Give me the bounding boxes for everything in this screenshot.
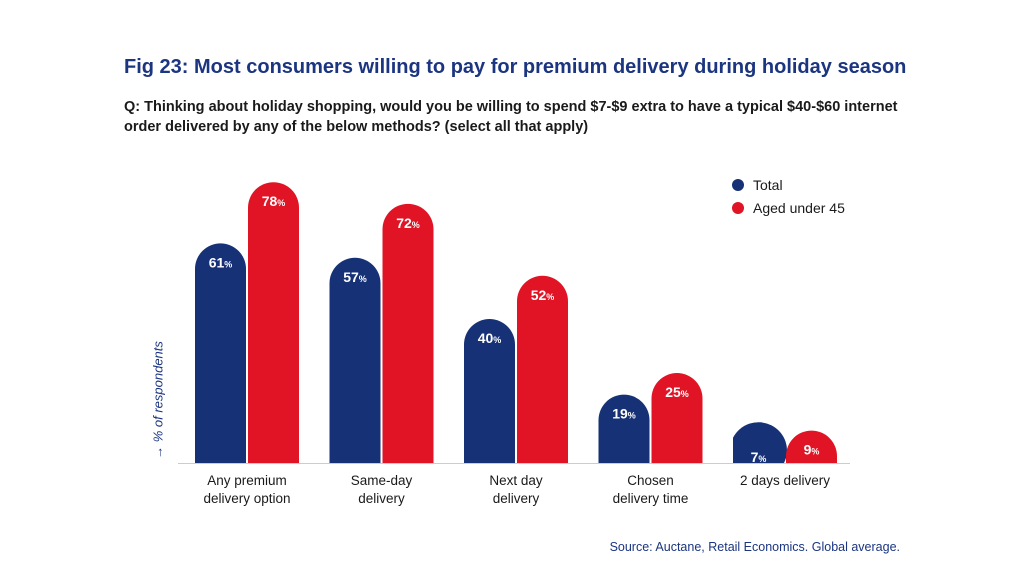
bar-aged-under-45-any-premium-delivery-option — [248, 182, 299, 463]
bar-total-same-day-delivery — [329, 257, 381, 463]
value-label-total-same-day-delivery: 57% — [343, 269, 367, 285]
category-label-next-day-delivery: Next day delivery — [489, 473, 543, 506]
legend-label-total: Total — [753, 176, 783, 193]
value-label-aged-under-45-any-premium-delivery-option: 78% — [262, 193, 286, 209]
legend-item-total: Total — [732, 173, 845, 196]
bar-aged-under-45-same-day-delivery — [382, 203, 434, 464]
value-label-aged-under-45-2-days-delivery: 9% — [804, 442, 820, 458]
bar-aged-under-45-next-day-delivery — [517, 275, 568, 463]
category-label-same-day-delivery: Same-day delivery — [351, 473, 413, 506]
chart-title: Fig 23: Most consumers willing to pay fo… — [124, 56, 907, 78]
bar-total-chosen-delivery-time — [598, 394, 650, 463]
value-label-total-chosen-delivery-time: 19% — [612, 406, 636, 422]
legend-dot-aged-under-45 — [732, 201, 744, 214]
bar-aged-under-45-chosen-delivery-time — [651, 373, 703, 463]
category-label-2-days-delivery: 2 days delivery — [740, 473, 830, 488]
value-label-total-any-premium-delivery-option: 61% — [209, 254, 233, 270]
category-label-any-premium-delivery-option: Any premium delivery option — [203, 473, 290, 506]
bar-total-any-premium-delivery-option — [195, 243, 246, 463]
value-label-aged-under-45-next-day-delivery: 52% — [531, 287, 555, 303]
legend-item-aged-under-45: Aged under 45 — [732, 196, 845, 219]
legend: Total Aged under 45 — [732, 173, 845, 219]
value-label-aged-under-45-same-day-delivery: 72% — [396, 215, 420, 231]
legend-label-aged-under-45: Aged under 45 — [753, 199, 845, 216]
value-label-total-2-days-delivery: 7% — [751, 449, 767, 465]
bar-total-next-day-delivery — [464, 319, 515, 463]
chart-question: Q: Thinking about holiday shopping, woul… — [124, 99, 898, 135]
bar-aged-under-45-2-days-delivery — [786, 430, 837, 463]
value-label-total-next-day-delivery: 40% — [478, 330, 502, 346]
category-label-chosen-delivery-time: Chosen delivery time — [613, 473, 689, 506]
value-label-aged-under-45-chosen-delivery-time: 25% — [665, 384, 689, 400]
legend-dot-total — [732, 178, 744, 191]
bar-total-2-days-delivery — [733, 422, 788, 463]
source-note: Source: Auctane, Retail Economics. Globa… — [609, 540, 900, 554]
